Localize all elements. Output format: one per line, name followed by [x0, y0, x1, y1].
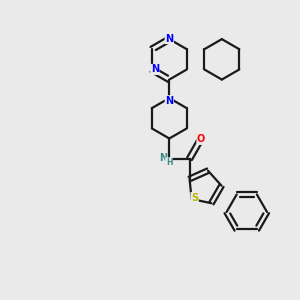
Text: N: N: [159, 153, 167, 163]
Text: N: N: [165, 34, 173, 44]
Text: O: O: [197, 134, 205, 144]
Text: N: N: [151, 64, 159, 74]
Text: H: H: [166, 158, 172, 167]
Text: S: S: [191, 193, 198, 202]
Text: N: N: [165, 96, 173, 106]
